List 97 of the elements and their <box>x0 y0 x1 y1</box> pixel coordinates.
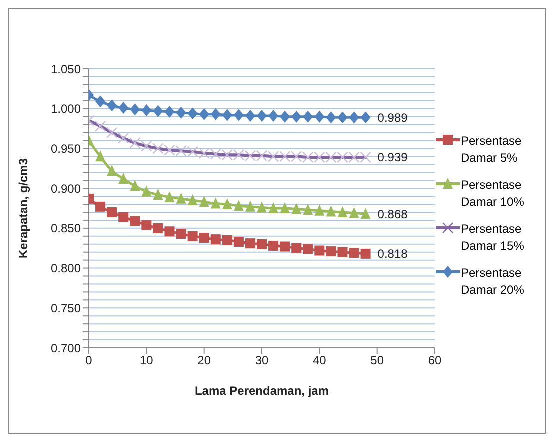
point <box>96 96 106 108</box>
point <box>222 198 232 210</box>
point <box>280 110 290 123</box>
point <box>153 188 164 200</box>
x-axis-title: Lama Perendaman, jam <box>194 384 330 398</box>
point <box>199 232 210 243</box>
x-tick-label: 40 <box>312 354 327 368</box>
point <box>292 243 302 254</box>
x-tick-label: 60 <box>428 354 442 368</box>
x-tick-label: 0 <box>86 354 93 368</box>
point <box>314 246 325 256</box>
point <box>268 240 279 251</box>
point <box>118 212 129 222</box>
text: 0.700 <box>50 341 81 356</box>
legend-label: Persentase Damar 15% <box>461 221 526 255</box>
point <box>234 109 244 122</box>
y-tick-label: 0.850 <box>50 222 82 236</box>
point <box>188 194 198 206</box>
legend-label: Persentase Damar 20% <box>461 265 526 299</box>
point <box>314 110 325 123</box>
point <box>292 203 302 214</box>
point <box>360 248 371 259</box>
point <box>303 110 314 123</box>
y-tick-label: 0.800 <box>50 262 82 276</box>
point <box>210 198 221 209</box>
point <box>245 110 256 122</box>
point <box>118 173 129 184</box>
legend-label: Persentase Damar 10% <box>461 177 526 211</box>
point <box>245 200 256 212</box>
data-label: 0.818 <box>378 247 408 262</box>
point <box>338 247 348 258</box>
point <box>130 180 140 192</box>
legend-label: Persentase Damar 5% <box>461 133 523 167</box>
point <box>360 208 371 220</box>
data-label: 0.939 <box>378 150 408 165</box>
point <box>210 234 221 245</box>
data-label: 0.868 <box>378 207 408 222</box>
point <box>234 200 244 212</box>
y-tick-label: 1.050 <box>50 62 82 76</box>
point <box>153 223 164 234</box>
point <box>142 104 152 116</box>
y-axis-title: Kerapatan, g/cm3 <box>16 158 30 259</box>
point <box>257 202 267 213</box>
point <box>107 207 118 218</box>
point <box>164 226 175 237</box>
point <box>188 108 198 120</box>
x-tick-label: 10 <box>140 354 154 368</box>
point <box>268 110 279 122</box>
point <box>210 108 221 120</box>
point <box>360 112 371 124</box>
point <box>234 236 244 247</box>
point <box>107 165 118 176</box>
y-tick-label: 0.750 <box>50 301 82 316</box>
point <box>176 229 186 240</box>
point <box>245 238 256 249</box>
point <box>199 108 210 120</box>
point <box>96 150 106 162</box>
point <box>280 242 290 252</box>
point <box>303 244 314 254</box>
point <box>164 191 175 202</box>
point <box>188 231 198 242</box>
point <box>326 246 336 257</box>
point <box>153 105 164 118</box>
point <box>349 207 360 218</box>
point <box>257 110 267 122</box>
point <box>222 109 232 122</box>
data-label: 0.989 <box>378 110 408 125</box>
point <box>96 202 106 212</box>
point <box>349 112 360 124</box>
point <box>118 102 129 114</box>
point <box>142 220 152 230</box>
x-tick-label: 50 <box>370 354 384 368</box>
point <box>199 196 210 208</box>
point <box>176 106 186 119</box>
point <box>257 239 267 250</box>
y-tick-label: 0.950 <box>50 142 82 156</box>
y-tick-label: 1.000 <box>50 102 82 116</box>
point <box>292 110 302 123</box>
point <box>280 202 290 214</box>
x-tick-label: 20 <box>198 354 212 368</box>
point <box>176 192 186 204</box>
point <box>326 206 336 217</box>
point <box>326 112 336 124</box>
point <box>107 100 118 112</box>
point <box>268 202 279 214</box>
point <box>142 186 152 197</box>
x-tick-label: 30 <box>255 354 269 368</box>
point <box>130 216 140 226</box>
point <box>130 104 140 116</box>
point <box>314 204 325 216</box>
y-tick-label: 0.900 <box>50 182 82 196</box>
point <box>164 106 175 118</box>
point <box>338 112 348 124</box>
point <box>222 235 232 246</box>
point <box>349 248 360 258</box>
point <box>303 204 314 216</box>
point <box>338 206 348 218</box>
